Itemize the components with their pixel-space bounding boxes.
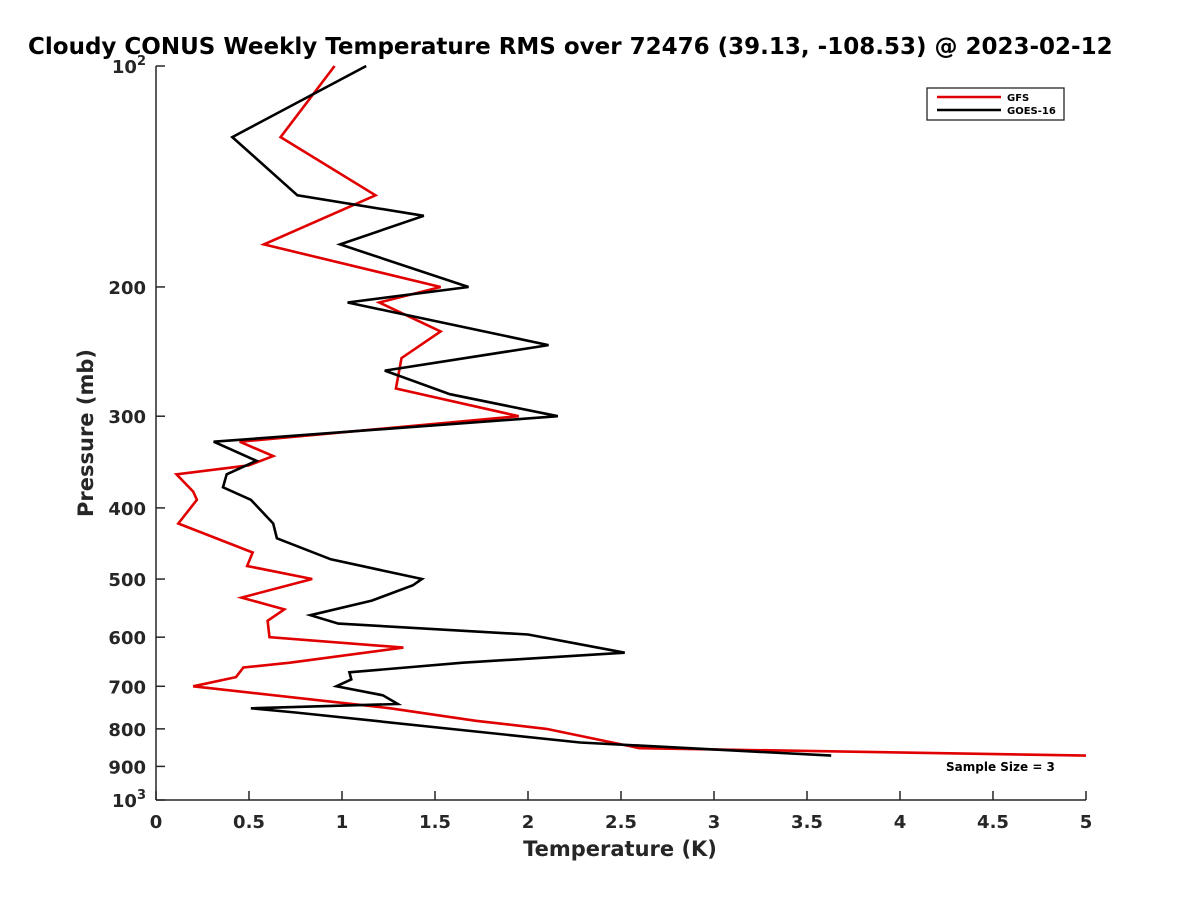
axes [155, 66, 1086, 801]
x-tick-label: 3.5 [791, 812, 823, 833]
sample-size-annotation: Sample Size = 3 [946, 760, 1055, 774]
x-tick-label: 0.5 [233, 812, 265, 833]
legend-box [926, 87, 1065, 121]
x-axis-ticks: 0 0.5 1 1.5 2 2.5 3 3.5 4 4.5 5 [150, 791, 1093, 833]
y-tick-label: 800 [108, 720, 146, 741]
x-tick-label: 3 [708, 812, 721, 833]
x-tick-label: 4.5 [977, 812, 1009, 833]
y-tick-label: 500 [108, 570, 146, 591]
y-tick-label: 900 [108, 757, 146, 778]
y-tick-label: 200 [108, 278, 146, 299]
series-line-gfs [173, 65, 1087, 757]
x-tick-label: 2.5 [605, 812, 637, 833]
x-axis-label: Temperature (K) [523, 837, 717, 861]
series-line-goes-16 [213, 64, 832, 757]
x-tick-label: 5 [1080, 812, 1093, 833]
y-axis-ticks: 102 200 300 400 500 600 700 800 900 103 [108, 54, 165, 812]
x-tick-label: 2 [522, 812, 535, 833]
x-tick-label: 4 [894, 812, 907, 833]
y-tick-label: 102 [112, 54, 146, 78]
y-tick-label: 600 [108, 628, 146, 649]
y-axis-label: Pressure (mb) [74, 349, 98, 517]
x-tick-label: 1.5 [419, 812, 451, 833]
chart-title: Cloudy CONUS Weekly Temperature RMS over… [28, 34, 1113, 60]
y-tick-label: 400 [108, 499, 146, 520]
legend-entry-label: GFS [1007, 93, 1029, 104]
x-tick-label: 0 [150, 812, 163, 833]
y-tick-label: 103 [112, 788, 146, 812]
series-lines [173, 64, 1087, 757]
y-tick-label: 700 [108, 677, 146, 698]
y-tick-label: 300 [108, 407, 146, 428]
legend-entry-label: GOES-16 [1007, 106, 1056, 117]
legend: GFS GOES-16 [926, 87, 1065, 121]
x-tick-label: 1 [336, 812, 349, 833]
